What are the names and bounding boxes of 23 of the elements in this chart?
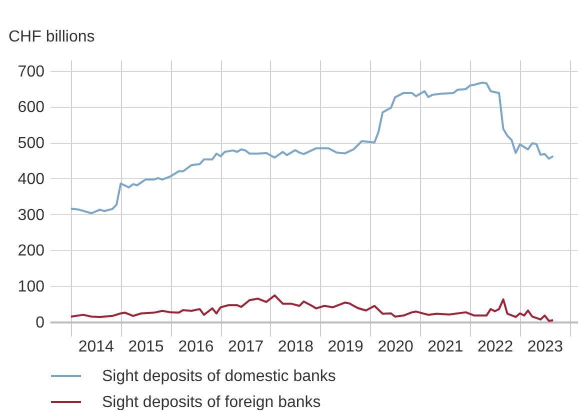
y-tick-label: 0 bbox=[36, 314, 45, 332]
y-axis-title: CHF billions bbox=[8, 28, 95, 46]
y-tick-label: 400 bbox=[18, 170, 45, 188]
y-tick-label: 300 bbox=[18, 206, 45, 224]
x-tick-label: 2020 bbox=[378, 338, 414, 356]
y-tick-label: 200 bbox=[18, 242, 45, 260]
x-tick-label: 2023 bbox=[527, 338, 564, 356]
x-tick-label: 2018 bbox=[278, 338, 314, 356]
y-tick-label: 500 bbox=[18, 135, 45, 152]
x-tick-label: 2021 bbox=[428, 338, 464, 356]
x-tick-label: 2014 bbox=[78, 338, 114, 356]
legend-label: Sight deposits of domestic banks bbox=[102, 368, 336, 385]
line-series bbox=[70, 294, 554, 322]
y-tick-label: 600 bbox=[18, 99, 45, 116]
x-tick-label: 2015 bbox=[128, 338, 164, 356]
x-tick-label: 2016 bbox=[178, 338, 214, 356]
legend-label: Sight deposits of foreign banks bbox=[102, 394, 321, 411]
y-tick-label: 700 bbox=[18, 63, 45, 80]
x-tick-label: 2019 bbox=[328, 338, 364, 356]
x-tick-label: 2017 bbox=[228, 338, 264, 356]
x-tick-label: 2022 bbox=[478, 338, 514, 356]
y-tick-label: 100 bbox=[18, 278, 45, 296]
line-series bbox=[70, 82, 554, 214]
